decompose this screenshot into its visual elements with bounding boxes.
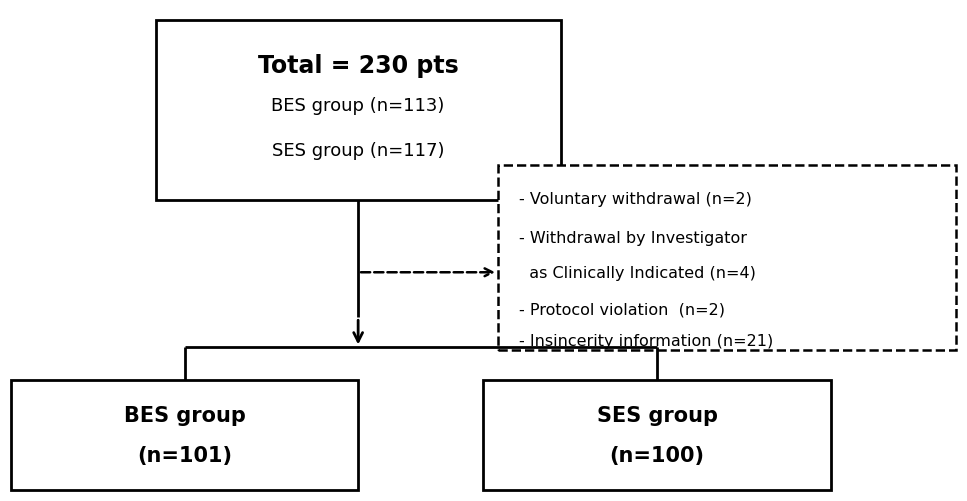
Text: (n=100): (n=100): [609, 445, 705, 465]
Text: - Protocol violation  (n=2): - Protocol violation (n=2): [519, 302, 725, 317]
Text: BES group: BES group: [124, 405, 246, 425]
Text: SES group (n=117): SES group (n=117): [272, 142, 445, 160]
Text: - Withdrawal by Investigator: - Withdrawal by Investigator: [519, 230, 747, 245]
Text: (n=101): (n=101): [137, 445, 232, 465]
Text: Total = 230 pts: Total = 230 pts: [258, 54, 458, 78]
Bar: [484, 380, 831, 489]
Text: as Clinically Indicated (n=4): as Clinically Indicated (n=4): [519, 265, 756, 280]
Bar: [11, 380, 358, 489]
Bar: [498, 166, 956, 350]
Text: - Insincerity information (n=21): - Insincerity information (n=21): [519, 334, 774, 348]
Bar: [156, 22, 561, 201]
Text: BES group (n=113): BES group (n=113): [272, 97, 445, 115]
Text: - Voluntary withdrawal (n=2): - Voluntary withdrawal (n=2): [519, 191, 752, 206]
Text: SES group: SES group: [597, 405, 718, 425]
